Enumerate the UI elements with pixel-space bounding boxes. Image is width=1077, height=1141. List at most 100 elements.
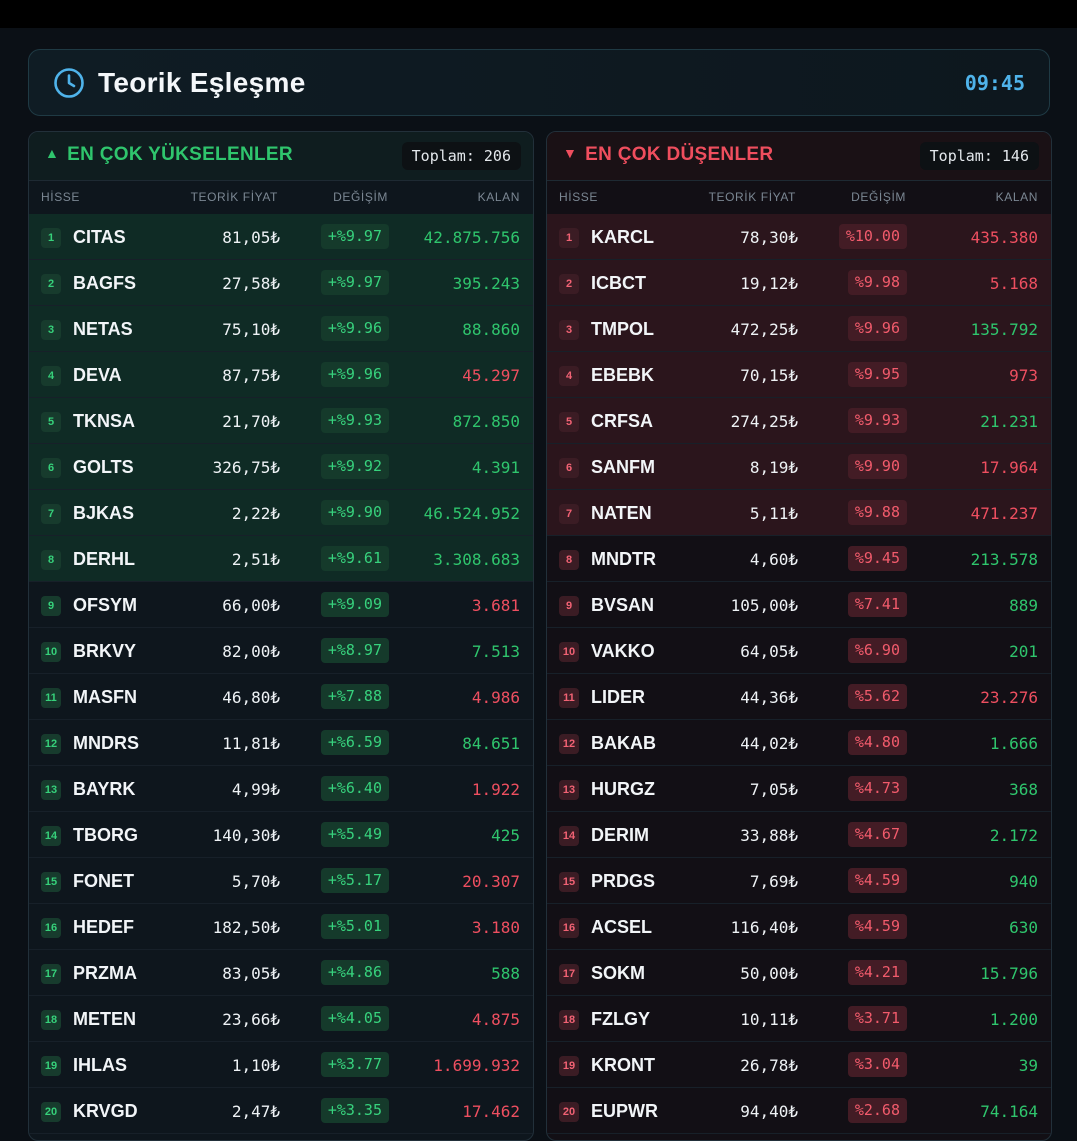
rank-badge: 6	[41, 458, 61, 478]
stock-symbol: DERIM	[591, 825, 649, 845]
change-badge: %4.80	[847, 730, 907, 755]
stock-symbol: MASFN	[73, 687, 137, 707]
arrow-down-icon: ▼	[563, 145, 578, 161]
stock-symbol: KARCL	[591, 227, 654, 247]
stock-symbol: BAKAB	[591, 733, 656, 753]
change-badge: +%9.61	[320, 546, 389, 571]
stock-symbol: DEVA	[73, 365, 122, 385]
theoretical-price: 116,40₺	[730, 918, 798, 937]
remaining-quantity: 21.231	[980, 412, 1038, 431]
stock-row[interactable]: 1 CITAS 81,05₺ +%9.97 42.875.756	[29, 214, 533, 260]
theoretical-price: 19,12₺	[740, 274, 798, 293]
stock-symbol: SANFM	[591, 457, 655, 477]
stock-symbol: CITAS	[73, 227, 126, 247]
stock-row[interactable]: 10 VAKKO 64,05₺ %6.90 201	[547, 628, 1051, 674]
column-header-remaining: KALAN	[477, 190, 520, 204]
stock-row[interactable]: 16 HEDEF 182,50₺ +%5.01 3.180	[29, 904, 533, 950]
stock-row[interactable]: 15 FONET 5,70₺ +%5.17 20.307	[29, 858, 533, 904]
theoretical-price: 274,25₺	[730, 412, 798, 431]
remaining-quantity: 84.651	[462, 734, 520, 753]
rank-badge: 9	[559, 596, 579, 616]
stock-row[interactable]: 16 ACSEL 116,40₺ %4.59 630	[547, 904, 1051, 950]
stock-row[interactable]: 13 BAYRK 4,99₺ +%6.40 1.922	[29, 766, 533, 812]
stock-row[interactable]: 4 EBEBK 70,15₺ %9.95 973	[547, 352, 1051, 398]
stock-row[interactable]: 18 FZLGY 10,11₺ %3.71 1.200	[547, 996, 1051, 1042]
stock-row[interactable]: 6 SANFM 8,19₺ %9.90 17.964	[547, 444, 1051, 490]
change-badge: %6.90	[847, 638, 907, 663]
stock-row[interactable]: 1 KARCL 78,30₺ %10.00 435.380	[547, 214, 1051, 260]
remaining-quantity: 1.666	[989, 734, 1038, 753]
stock-row[interactable]: 13 HURGZ 7,05₺ %4.73 368	[547, 766, 1051, 812]
theoretical-price: 44,36₺	[740, 688, 798, 707]
stock-row[interactable]: 9 OFSYM 66,00₺ +%9.09 3.681	[29, 582, 533, 628]
losers-panel: ▼ EN ÇOK DÜŞENLER Toplam: 146 HİSSE TEORİ…	[546, 131, 1052, 1141]
theoretical-price: 21,70₺	[222, 412, 280, 431]
stock-row[interactable]: 19 IHLAS 1,10₺ +%3.77 1.699.932	[29, 1042, 533, 1088]
theoretical-price: 8,19₺	[749, 458, 798, 477]
change-badge: +%9.90	[320, 500, 389, 525]
stock-row[interactable]: 17 SOKM 50,00₺ %4.21 15.796	[547, 950, 1051, 996]
stock-row[interactable]: 14 DERIM 33,88₺ %4.67 2.172	[547, 812, 1051, 858]
stock-row[interactable]: 11 MASFN 46,80₺ +%7.88 4.986	[29, 674, 533, 720]
losers-title-text: EN ÇOK DÜŞENLER	[585, 144, 774, 165]
stock-row[interactable]: 2 BAGFS 27,58₺ +%9.97 395.243	[29, 260, 533, 306]
stock-row[interactable]: 10 BRKVY 82,00₺ +%8.97 7.513	[29, 628, 533, 674]
stock-symbol: DERHL	[73, 549, 135, 569]
rank-badge: 15	[559, 872, 579, 892]
remaining-quantity: 39	[1018, 1056, 1038, 1075]
rank-badge: 17	[41, 964, 61, 984]
stock-symbol: ICBCT	[591, 273, 646, 293]
theoretical-price: 326,75₺	[212, 458, 280, 477]
stock-row[interactable]: 2 ICBCT 19,12₺ %9.98 5.168	[547, 260, 1051, 306]
stock-row[interactable]: 12 BAKAB 44,02₺ %4.80 1.666	[547, 720, 1051, 766]
column-header-change: DEĞİŞİM	[851, 190, 906, 204]
change-badge: %9.95	[847, 362, 907, 387]
stock-row[interactable]: 7 BJKAS 2,22₺ +%9.90 46.524.952	[29, 490, 533, 536]
rank-badge: 4	[559, 366, 579, 386]
stock-symbol: HURGZ	[591, 779, 655, 799]
column-header-price: TEORİK FİYAT	[708, 190, 796, 204]
stock-row[interactable]: 7 NATEN 5,11₺ %9.88 471.237	[547, 490, 1051, 536]
arrow-up-icon: ▲	[45, 145, 60, 161]
stock-row[interactable]: 14 TBORG 140,30₺ +%5.49 425	[29, 812, 533, 858]
theoretical-price: 11,81₺	[222, 734, 280, 753]
stock-row[interactable]: 11 LIDER 44,36₺ %5.62 23.276	[547, 674, 1051, 720]
remaining-quantity: 395.243	[452, 274, 520, 293]
stock-row[interactable]: 19 KRONT 26,78₺ %3.04 39	[547, 1042, 1051, 1088]
stock-row[interactable]: 8 MNDTR 4,60₺ %9.45 213.578	[547, 536, 1051, 582]
stock-row[interactable]: 18 METEN 23,66₺ +%4.05 4.875	[29, 996, 533, 1042]
change-badge: +%6.59	[320, 730, 389, 755]
stock-row[interactable]: 15 PRDGS 7,69₺ %4.59 940	[547, 858, 1051, 904]
change-badge: +%5.17	[320, 868, 389, 893]
change-badge: +%9.09	[320, 592, 389, 617]
stock-row[interactable]: 6 GOLTS 326,75₺ +%9.92 4.391	[29, 444, 533, 490]
stock-row[interactable]: 3 NETAS 75,10₺ +%9.96 88.860	[29, 306, 533, 352]
stock-row[interactable]: 20 EUPWR 94,40₺ %2.68 74.164	[547, 1088, 1051, 1134]
change-badge: %3.71	[847, 1006, 907, 1031]
stock-row[interactable]: 20 KRVGD 2,47₺ +%3.35 17.462	[29, 1088, 533, 1134]
rank-badge: 1	[559, 228, 579, 248]
stock-row[interactable]: 12 MNDRS 11,81₺ +%6.59 84.651	[29, 720, 533, 766]
stock-row[interactable]: 9 BVSAN 105,00₺ %7.41 889	[547, 582, 1051, 628]
change-badge: %9.93	[847, 408, 907, 433]
stock-row[interactable]: 17 PRZMA 83,05₺ +%4.86 588	[29, 950, 533, 996]
remaining-quantity: 46.524.952	[423, 504, 520, 523]
remaining-quantity: 3.681	[471, 596, 520, 615]
stock-row[interactable]: 3 TMPOL 472,25₺ %9.96 135.792	[547, 306, 1051, 352]
stock-row[interactable]: 5 CRFSA 274,25₺ %9.93 21.231	[547, 398, 1051, 444]
change-badge: +%8.97	[320, 638, 389, 663]
rank-badge: 2	[559, 274, 579, 294]
rank-badge: 18	[559, 1010, 579, 1030]
change-badge: %9.88	[847, 500, 907, 525]
losers-list: 1 KARCL 78,30₺ %10.00 435.380 2 ICBCT 19,12₺ %9.…	[547, 214, 1051, 1134]
stock-row[interactable]: 4 DEVA 87,75₺ +%9.96 45.297	[29, 352, 533, 398]
column-header-remaining: KALAN	[995, 190, 1038, 204]
rank-badge: 8	[559, 550, 579, 570]
remaining-quantity: 88.860	[462, 320, 520, 339]
remaining-quantity: 471.237	[970, 504, 1038, 523]
change-badge: +%9.92	[320, 454, 389, 479]
stock-row[interactable]: 5 TKNSA 21,70₺ +%9.93 872.850	[29, 398, 533, 444]
column-header-change: DEĞİŞİM	[333, 190, 388, 204]
gainers-title: ▲ EN ÇOK YÜKSELENLER	[45, 144, 293, 166]
stock-row[interactable]: 8 DERHL 2,51₺ +%9.61 3.308.683	[29, 536, 533, 582]
